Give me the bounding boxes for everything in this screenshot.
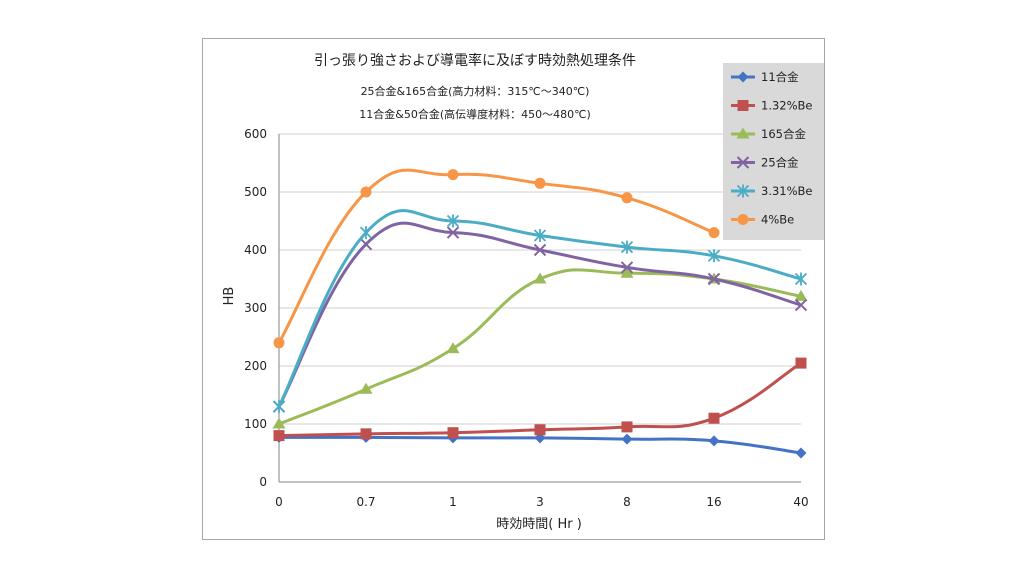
data-point	[794, 289, 808, 301]
chart-frame: 引っ張り強さおよび導電率に及ぼす時効熱処理条件 25合金&165合金(高力材料：…	[202, 38, 825, 540]
data-point	[534, 177, 546, 189]
x-tick-label: 0.7	[356, 495, 375, 509]
legend-marker	[737, 100, 749, 111]
series-4	[272, 221, 808, 413]
legend-marker	[736, 184, 750, 198]
data-point	[533, 229, 547, 242]
legend-item: 3.31%Be	[731, 184, 813, 198]
y-tick-label: 300	[244, 301, 267, 315]
y-axis-label: HB	[222, 287, 237, 306]
data-point	[534, 424, 546, 436]
data-point	[707, 272, 721, 286]
series-1	[273, 431, 807, 459]
data-point	[620, 240, 634, 254]
legend-label: 25合金	[761, 156, 799, 170]
series-2	[273, 357, 807, 442]
data-point	[533, 272, 547, 284]
chart-subtitle-2: 11合金&50合金(高伝導度材料：450～480℃)	[359, 107, 591, 121]
data-point	[794, 272, 808, 286]
data-point	[621, 421, 633, 433]
chart-svg: 引っ張り強さおよび導電率に及ぼす時効熱処理条件 25合金&165合金(高力材料：…	[222, 52, 824, 532]
legend-marker	[737, 71, 749, 83]
legend-label: 4%Be	[761, 213, 794, 227]
data-point	[359, 382, 373, 394]
data-point	[708, 435, 720, 447]
data-point	[446, 342, 460, 354]
data-point	[446, 226, 460, 239]
x-tick-label: 40	[793, 495, 808, 509]
data-point	[620, 261, 634, 274]
y-tick-label: 600	[244, 127, 267, 141]
data-point	[447, 427, 459, 439]
data-point	[795, 357, 807, 369]
x-tick-label: 8	[623, 495, 631, 509]
data-point	[272, 400, 286, 414]
x-tick-label: 16	[706, 495, 721, 509]
legend-box	[723, 63, 824, 240]
data-point	[795, 447, 807, 459]
legend-label: 3.31%Be	[761, 184, 813, 198]
data-point	[360, 186, 372, 198]
legend-item: 165合金	[731, 127, 806, 141]
legend-marker	[736, 127, 750, 139]
data-point	[708, 412, 720, 424]
data-point	[620, 266, 634, 278]
data-point	[447, 169, 459, 181]
legend-marker	[737, 214, 749, 225]
chart-title: 引っ張り強さおよび導電率に及ぼす時効熱処理条件	[314, 52, 636, 69]
y-tick-label: 400	[244, 243, 267, 257]
legend-item: 11合金	[731, 70, 799, 84]
data-point	[272, 417, 286, 429]
legend-label: 11合金	[761, 70, 799, 84]
series-line	[278, 268, 802, 426]
data-point	[359, 237, 373, 251]
legend-label: 165合金	[761, 127, 806, 141]
data-point	[708, 227, 720, 239]
series-line	[277, 209, 802, 408]
data-point	[273, 430, 285, 442]
series-6	[273, 168, 720, 349]
data-point	[446, 214, 460, 228]
data-point	[621, 192, 633, 204]
y-tick-label: 200	[244, 359, 267, 373]
x-tick-label: 3	[536, 495, 544, 509]
data-point	[273, 337, 285, 349]
y-tick-label: 0	[259, 475, 267, 489]
data-point	[621, 433, 633, 445]
series-5	[272, 209, 808, 414]
y-tick-label: 100	[244, 417, 267, 431]
chart-subtitle-1: 25合金&165合金(高力材料：315℃～340℃)	[361, 84, 590, 98]
data-point	[794, 298, 808, 312]
x-tick-label: 0	[275, 495, 283, 509]
legend-item: 25合金	[731, 156, 799, 170]
data-point	[359, 226, 373, 240]
data-point	[360, 428, 372, 440]
data-point	[533, 243, 547, 257]
x-axis-label: 時効時間( Hr )	[496, 517, 582, 532]
series-3	[272, 266, 808, 429]
x-tick-label: 1	[449, 495, 457, 509]
data-point	[707, 249, 721, 263]
legend-item: 1.32%Be	[731, 99, 813, 113]
series-line	[277, 168, 715, 344]
legend-item: 4%Be	[731, 213, 794, 227]
y-tick-label: 500	[244, 185, 267, 199]
legend-marker	[736, 156, 750, 169]
legend-label: 1.32%Be	[761, 99, 813, 113]
